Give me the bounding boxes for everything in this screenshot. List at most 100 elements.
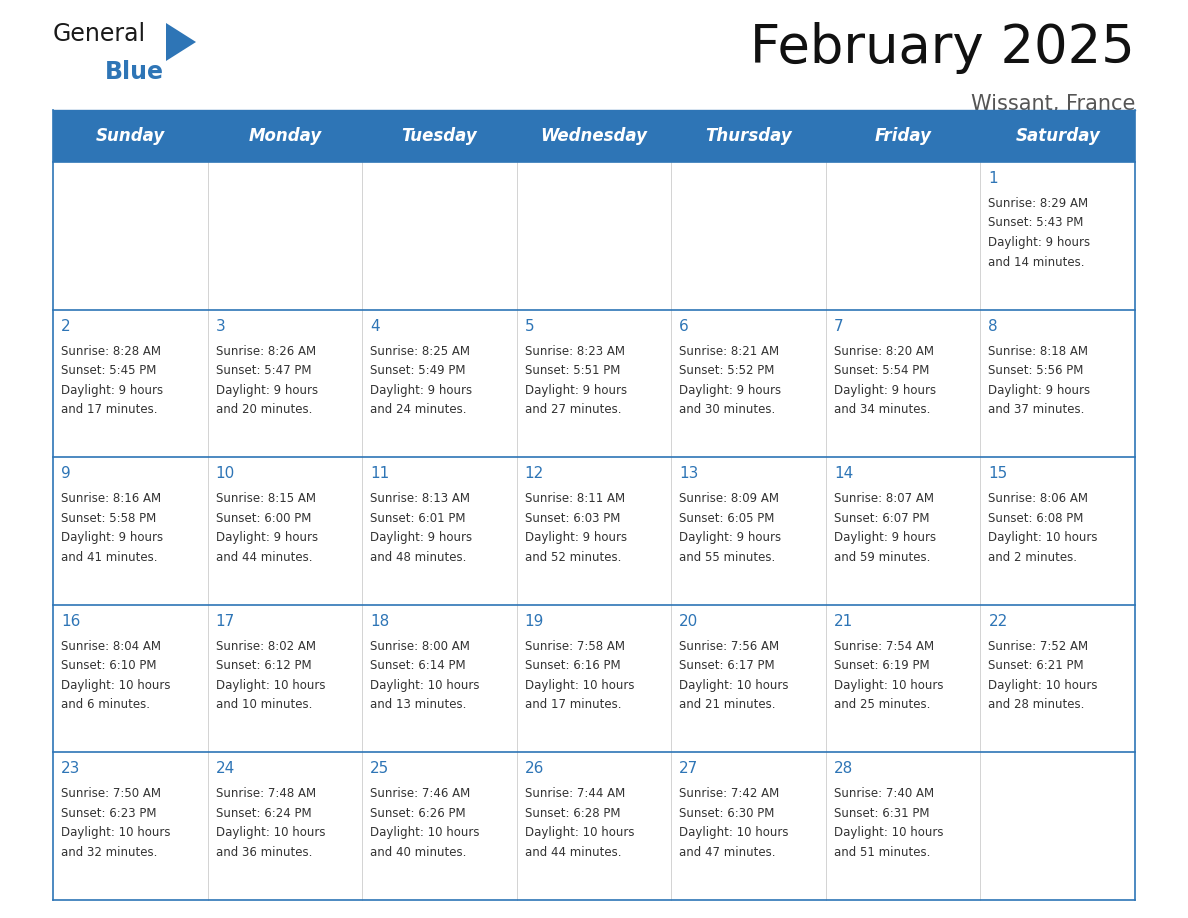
Text: Sunrise: 7:44 AM: Sunrise: 7:44 AM: [525, 788, 625, 800]
Text: Sunset: 6:05 PM: Sunset: 6:05 PM: [680, 511, 775, 525]
Text: Sunset: 5:49 PM: Sunset: 5:49 PM: [371, 364, 466, 377]
Text: Sunset: 6:07 PM: Sunset: 6:07 PM: [834, 511, 929, 525]
Text: and 25 minutes.: and 25 minutes.: [834, 699, 930, 711]
Text: and 55 minutes.: and 55 minutes.: [680, 551, 776, 564]
Text: Sunrise: 8:26 AM: Sunrise: 8:26 AM: [215, 344, 316, 358]
Text: Sunrise: 7:50 AM: Sunrise: 7:50 AM: [61, 788, 162, 800]
Text: and 37 minutes.: and 37 minutes.: [988, 403, 1085, 416]
Text: and 13 minutes.: and 13 minutes.: [371, 699, 467, 711]
Text: and 10 minutes.: and 10 minutes.: [215, 699, 312, 711]
Text: Wednesday: Wednesday: [541, 127, 647, 145]
Text: Daylight: 9 hours: Daylight: 9 hours: [61, 532, 163, 544]
Text: 5: 5: [525, 319, 535, 333]
Text: 25: 25: [371, 761, 390, 777]
Text: Sunrise: 7:54 AM: Sunrise: 7:54 AM: [834, 640, 934, 653]
Text: Saturday: Saturday: [1016, 127, 1100, 145]
Text: Sunrise: 7:58 AM: Sunrise: 7:58 AM: [525, 640, 625, 653]
Text: Sunrise: 8:07 AM: Sunrise: 8:07 AM: [834, 492, 934, 505]
Text: and 17 minutes.: and 17 minutes.: [61, 403, 158, 416]
Text: Daylight: 9 hours: Daylight: 9 hours: [680, 384, 782, 397]
Text: Sunset: 5:45 PM: Sunset: 5:45 PM: [61, 364, 157, 377]
Text: Sunrise: 8:06 AM: Sunrise: 8:06 AM: [988, 492, 1088, 505]
Text: February 2025: February 2025: [751, 22, 1135, 74]
Text: Sunset: 5:47 PM: Sunset: 5:47 PM: [215, 364, 311, 377]
Text: Daylight: 9 hours: Daylight: 9 hours: [988, 384, 1091, 397]
Text: Sunset: 6:03 PM: Sunset: 6:03 PM: [525, 511, 620, 525]
Text: Friday: Friday: [874, 127, 931, 145]
Text: Sunset: 6:28 PM: Sunset: 6:28 PM: [525, 807, 620, 820]
Text: Sunrise: 7:56 AM: Sunrise: 7:56 AM: [680, 640, 779, 653]
Text: and 14 minutes.: and 14 minutes.: [988, 255, 1085, 268]
Text: 24: 24: [215, 761, 235, 777]
Text: Sunrise: 8:04 AM: Sunrise: 8:04 AM: [61, 640, 162, 653]
Text: Sunrise: 8:16 AM: Sunrise: 8:16 AM: [61, 492, 162, 505]
Text: Sunset: 6:10 PM: Sunset: 6:10 PM: [61, 659, 157, 672]
Text: Blue: Blue: [105, 60, 164, 84]
Text: 2: 2: [61, 319, 70, 333]
Text: 18: 18: [371, 614, 390, 629]
Text: Daylight: 9 hours: Daylight: 9 hours: [525, 532, 627, 544]
Text: Daylight: 10 hours: Daylight: 10 hours: [525, 826, 634, 839]
Text: Sunset: 5:52 PM: Sunset: 5:52 PM: [680, 364, 775, 377]
Text: Monday: Monday: [248, 127, 322, 145]
Text: Daylight: 10 hours: Daylight: 10 hours: [680, 826, 789, 839]
Text: 26: 26: [525, 761, 544, 777]
Text: 27: 27: [680, 761, 699, 777]
Text: and 40 minutes.: and 40 minutes.: [371, 845, 467, 859]
Text: Sunrise: 8:09 AM: Sunrise: 8:09 AM: [680, 492, 779, 505]
Text: Sunday: Sunday: [96, 127, 165, 145]
Text: 21: 21: [834, 614, 853, 629]
Text: Sunset: 6:01 PM: Sunset: 6:01 PM: [371, 511, 466, 525]
Text: and 52 minutes.: and 52 minutes.: [525, 551, 621, 564]
Text: and 17 minutes.: and 17 minutes.: [525, 699, 621, 711]
Text: Sunset: 6:16 PM: Sunset: 6:16 PM: [525, 659, 620, 672]
Text: 15: 15: [988, 466, 1007, 481]
Text: and 32 minutes.: and 32 minutes.: [61, 845, 157, 859]
Text: Sunset: 6:19 PM: Sunset: 6:19 PM: [834, 659, 929, 672]
Text: 16: 16: [61, 614, 81, 629]
Text: Daylight: 10 hours: Daylight: 10 hours: [61, 826, 171, 839]
Text: Daylight: 10 hours: Daylight: 10 hours: [215, 826, 326, 839]
Text: Sunrise: 8:25 AM: Sunrise: 8:25 AM: [371, 344, 470, 358]
Text: 7: 7: [834, 319, 843, 333]
Text: 4: 4: [371, 319, 380, 333]
Text: Daylight: 10 hours: Daylight: 10 hours: [215, 678, 326, 692]
Text: and 41 minutes.: and 41 minutes.: [61, 551, 158, 564]
Text: Daylight: 10 hours: Daylight: 10 hours: [525, 678, 634, 692]
Text: Sunrise: 8:20 AM: Sunrise: 8:20 AM: [834, 344, 934, 358]
Text: and 59 minutes.: and 59 minutes.: [834, 551, 930, 564]
Text: Sunrise: 8:18 AM: Sunrise: 8:18 AM: [988, 344, 1088, 358]
Text: Wissant, France: Wissant, France: [971, 94, 1135, 114]
Text: and 21 minutes.: and 21 minutes.: [680, 699, 776, 711]
Text: Sunset: 5:51 PM: Sunset: 5:51 PM: [525, 364, 620, 377]
Text: Sunset: 6:00 PM: Sunset: 6:00 PM: [215, 511, 311, 525]
Text: 1: 1: [988, 171, 998, 186]
Text: Daylight: 10 hours: Daylight: 10 hours: [834, 826, 943, 839]
Text: Sunrise: 7:52 AM: Sunrise: 7:52 AM: [988, 640, 1088, 653]
Text: 12: 12: [525, 466, 544, 481]
Text: 10: 10: [215, 466, 235, 481]
Text: and 6 minutes.: and 6 minutes.: [61, 699, 150, 711]
Text: and 20 minutes.: and 20 minutes.: [215, 403, 312, 416]
Text: 22: 22: [988, 614, 1007, 629]
Bar: [53, 110, 1135, 162]
Text: 6: 6: [680, 319, 689, 333]
Text: Sunset: 5:54 PM: Sunset: 5:54 PM: [834, 364, 929, 377]
Text: 28: 28: [834, 761, 853, 777]
Text: Daylight: 10 hours: Daylight: 10 hours: [988, 532, 1098, 544]
Text: 14: 14: [834, 466, 853, 481]
Text: 11: 11: [371, 466, 390, 481]
Text: and 44 minutes.: and 44 minutes.: [215, 551, 312, 564]
Text: Sunrise: 7:40 AM: Sunrise: 7:40 AM: [834, 788, 934, 800]
Text: Daylight: 10 hours: Daylight: 10 hours: [680, 678, 789, 692]
Text: and 24 minutes.: and 24 minutes.: [371, 403, 467, 416]
Text: and 47 minutes.: and 47 minutes.: [680, 845, 776, 859]
Text: Daylight: 9 hours: Daylight: 9 hours: [371, 384, 473, 397]
Text: 20: 20: [680, 614, 699, 629]
Text: and 2 minutes.: and 2 minutes.: [988, 551, 1078, 564]
Text: Daylight: 9 hours: Daylight: 9 hours: [371, 532, 473, 544]
Text: Sunrise: 8:11 AM: Sunrise: 8:11 AM: [525, 492, 625, 505]
Text: Daylight: 9 hours: Daylight: 9 hours: [525, 384, 627, 397]
Text: Sunset: 6:26 PM: Sunset: 6:26 PM: [371, 807, 466, 820]
Text: Sunrise: 8:28 AM: Sunrise: 8:28 AM: [61, 344, 162, 358]
